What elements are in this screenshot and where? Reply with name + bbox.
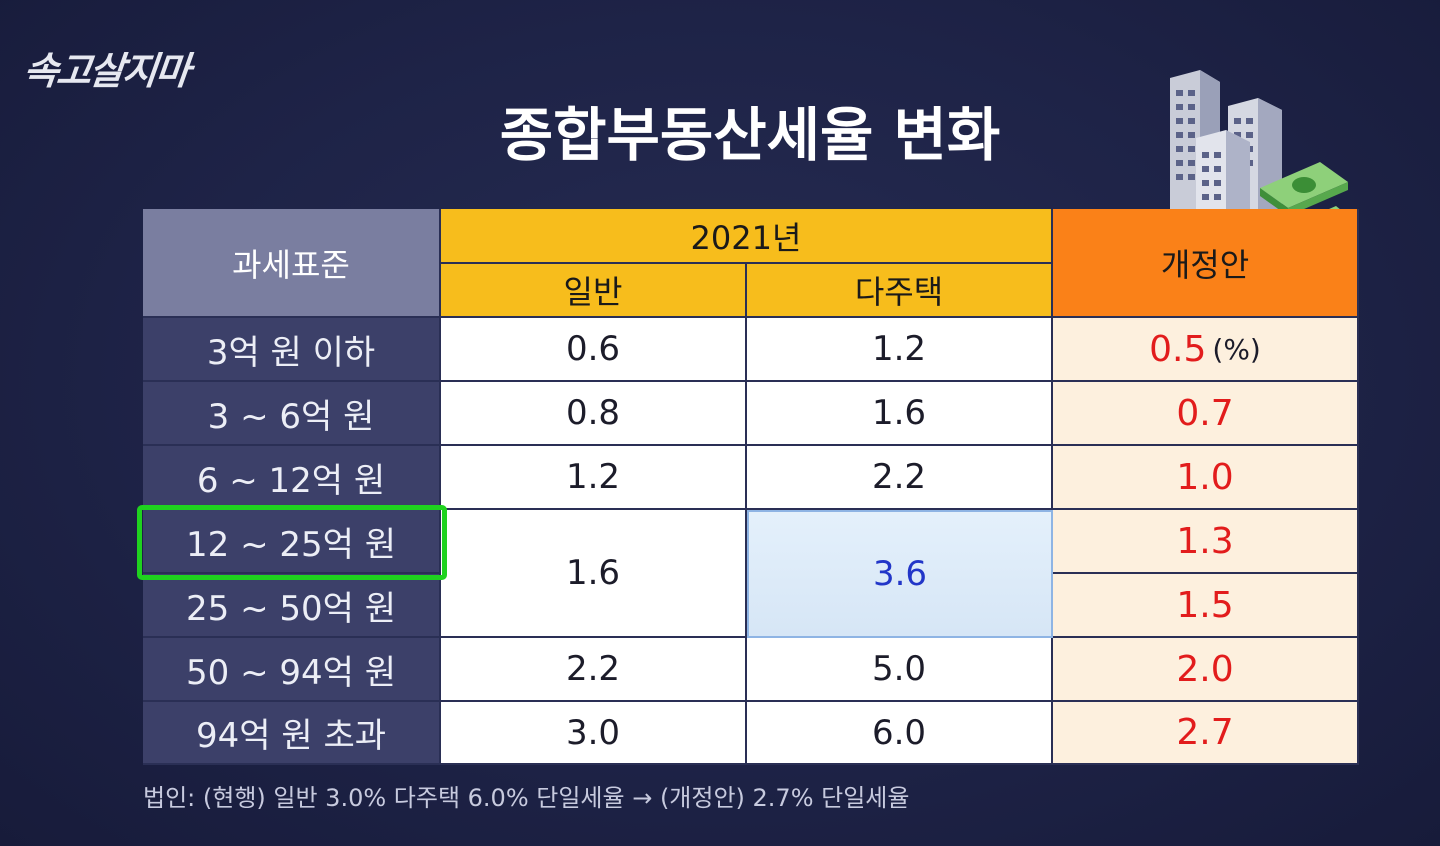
table-cell-revision: 2.0 (1053, 638, 1359, 702)
table-row-standard: 25 ~ 50억 원 (143, 574, 441, 638)
table-row-standard: 94억 원 초과 (143, 702, 441, 765)
table-cell-general: 2.2 (441, 638, 747, 702)
table-cell-revision: 1.0 (1053, 446, 1359, 510)
header-revision: 개정안 (1053, 209, 1359, 318)
revision-value: 0.5 (1149, 328, 1207, 370)
table-cell-revision: 2.7 (1053, 702, 1359, 765)
table-cell-general: 1.6 (441, 510, 747, 638)
table-cell-general: 0.8 (441, 382, 747, 446)
channel-logo: 속고살지마 (21, 49, 191, 93)
table-cell-general: 0.6 (441, 318, 747, 382)
table-cell-multi: 2.2 (747, 446, 1053, 510)
table-row-standard: 12 ~ 25억 원 (143, 510, 441, 574)
table-cell-revision: 0.7 (1053, 382, 1359, 446)
table-row-standard: 50 ~ 94억 원 (143, 638, 441, 702)
table-cell-revision: 1.3 (1053, 510, 1359, 574)
table-cell-multi: 1.6 (747, 382, 1053, 446)
buildings-money-illustration (1170, 70, 1356, 256)
page-title: 종합부동산세율 변화 (499, 101, 1001, 169)
tax-rate-table: 과세표준 2021년 개정안 일반 다주택 3억 원 이하 0.6 1.2 0.… (143, 209, 1359, 765)
table-cell-revision: 1.5 (1053, 574, 1359, 638)
table-cell-multi: 5.0 (747, 638, 1053, 702)
table-cell-general: 3.0 (441, 702, 747, 765)
table-cell-multi-highlighted: 3.6 (747, 510, 1053, 638)
header-multi-home: 다주택 (747, 264, 1053, 318)
table-cell-revision: 0.5 (%) (1053, 318, 1359, 382)
unit-label: (%) (1212, 332, 1261, 366)
table-cell-general: 1.2 (441, 446, 747, 510)
header-year: 2021년 (441, 209, 1053, 264)
table-row-standard: 6 ~ 12억 원 (143, 446, 441, 510)
table-cell-multi: 6.0 (747, 702, 1053, 765)
header-general: 일반 (441, 264, 747, 318)
table-row-standard: 3 ~ 6억 원 (143, 382, 441, 446)
table-row-standard: 3억 원 이하 (143, 318, 441, 382)
footnote: 법인: (현행) 일반 3.0% 다주택 6.0% 단일세율 → (개정안) 2… (143, 784, 910, 812)
table-cell-multi: 1.2 (747, 318, 1053, 382)
header-standard: 과세표준 (143, 209, 441, 318)
